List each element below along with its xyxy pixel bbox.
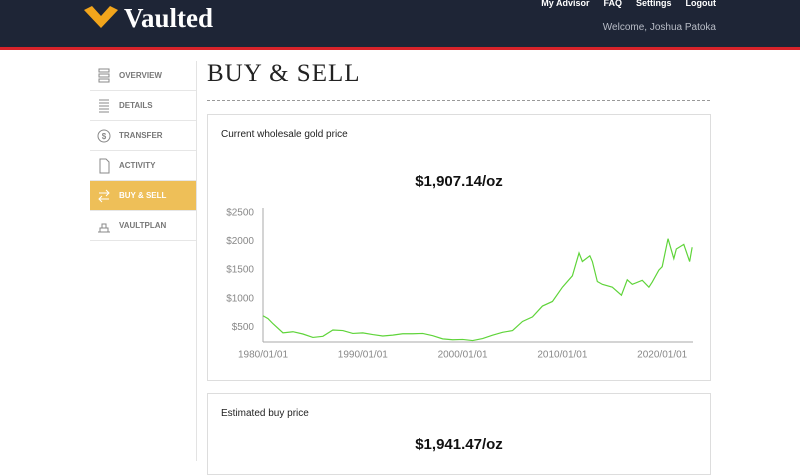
brand[interactable]: Vaulted	[124, 3, 214, 33]
icon	[99, 99, 109, 112]
sidebar-item[interactable]: BUY & SELL	[90, 181, 196, 211]
sidebar-item[interactable]: VAULTPLAN	[90, 211, 196, 241]
sidebar-item[interactable]: ACTIVITY	[90, 151, 196, 181]
sidebar-label: ACTIVITY	[119, 161, 156, 170]
x-tick-label: 2000/01/01	[438, 350, 488, 361]
divider	[207, 100, 710, 101]
sidebar-item[interactable]: $ TRANSFER	[90, 121, 196, 151]
card-title: Current wholesale gold price	[221, 129, 348, 140]
sidebar-label: VAULTPLAN	[119, 221, 167, 230]
icon: $	[97, 129, 111, 142]
x-tick-label: 2020/01/01	[637, 350, 687, 361]
svg-text:$: $	[102, 132, 107, 141]
x-tick-label: 2010/01/01	[537, 350, 587, 361]
logo-icon	[84, 6, 118, 28]
price: $1,907.14/oz	[415, 173, 503, 190]
sidebar-item[interactable]: DETAILS	[90, 91, 196, 121]
nav-link[interactable]: Logout	[685, 0, 717, 8]
sidebar: OVERVIEW DETAILS $ TRANSFER ACTIVITY BUY & SE…	[90, 61, 197, 461]
nav: My Advisor FAQ Settings Logout	[541, 0, 716, 8]
sidebar-item[interactable]: OVERVIEW	[90, 61, 196, 91]
x-tick-label: 1990/01/01	[338, 350, 388, 361]
y-tick-label: $1000	[226, 293, 254, 304]
card-title: Estimated buy price	[221, 408, 309, 419]
chart: $500 $1000 $1500 $2000 $2500 1980/01/01 1990/0…	[226, 208, 693, 361]
nav-link[interactable]: FAQ	[603, 0, 622, 8]
icon	[98, 68, 110, 82]
sidebar-label: OVERVIEW	[119, 71, 162, 80]
icon	[98, 189, 110, 202]
price-card: Current wholesale gold price $1,907.14/o…	[207, 114, 711, 381]
y-tick-label: $2000	[226, 236, 254, 247]
y-tick-label: $2500	[226, 208, 254, 219]
sidebar-label: TRANSFER	[119, 131, 163, 140]
icon	[99, 158, 110, 173]
y-tick-label: $1500	[226, 265, 254, 276]
icon	[98, 223, 110, 232]
price-card: Estimated buy price $1,941.47/oz	[207, 393, 711, 475]
sidebar-label: DETAILS	[119, 101, 153, 110]
sidebar-label: BUY & SELL	[119, 191, 167, 200]
page-title: BUY & SELL	[207, 60, 361, 87]
x-tick-label: 1980/01/01	[238, 350, 288, 361]
welcome: Welcome, Joshua Patoka	[602, 22, 716, 33]
nav-link[interactable]: My Advisor	[541, 0, 590, 8]
top-bar: Vaulted My Advisor FAQ Settings Logout W…	[0, 0, 800, 50]
nav-link[interactable]: Settings	[635, 0, 672, 8]
y-tick-label: $500	[232, 322, 255, 333]
price: $1,941.47/oz	[415, 436, 503, 453]
price-line	[262, 238, 693, 342]
